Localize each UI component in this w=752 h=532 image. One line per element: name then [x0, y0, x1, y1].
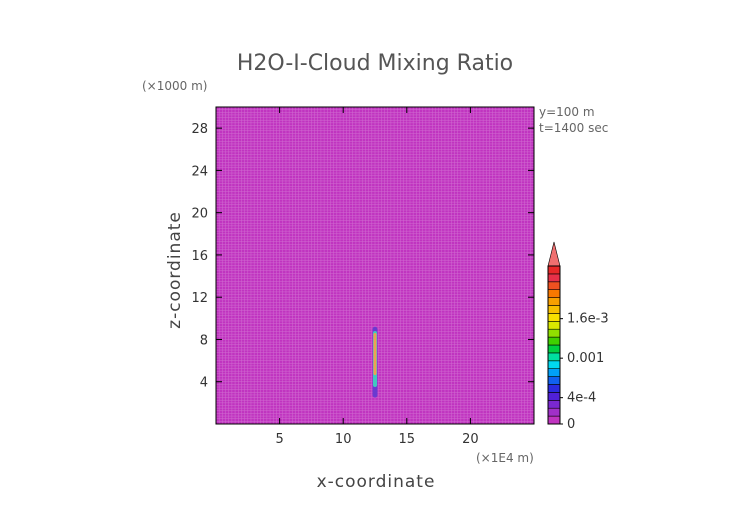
colorbar-extend-arrow	[547, 241, 561, 267]
y-tick-label: 20	[191, 207, 208, 222]
y-tick-label: 16	[191, 249, 208, 264]
plot-frame	[215, 106, 535, 425]
y-tick-label: 12	[191, 291, 208, 306]
colorbar-segment	[547, 297, 561, 306]
colorbar-segment	[547, 336, 561, 346]
colorbar-label: 0	[567, 417, 575, 432]
y-axis-ticks: 4 8 12 16 20 24 28	[191, 122, 534, 391]
chart-title: H2O-I-Cloud Mixing Ratio	[237, 51, 513, 76]
y-tick-label: 28	[191, 122, 208, 137]
colorbar-label: 1.6e-3	[567, 312, 609, 327]
annotation-y: y=100 m	[539, 105, 595, 119]
colorbar-segment	[547, 273, 561, 283]
x-axis-ticks: 5 10 15 20	[275, 107, 479, 447]
x-tick-label: 15	[399, 432, 416, 447]
colorbar-segment	[547, 289, 561, 298]
y-tick-label: 8	[200, 333, 208, 348]
colorbar-segment	[547, 313, 561, 322]
colorbar-segment	[547, 305, 561, 314]
x-tick-label: 20	[462, 432, 479, 447]
plot-area	[215, 106, 535, 425]
x-tick-label: 5	[275, 432, 283, 447]
y-axis-title: z-coordinate	[165, 211, 185, 329]
colorbar: 0 4e-4 0.001 1.6e-3	[547, 241, 609, 432]
colorbar-segment	[547, 320, 561, 330]
y-unit-label: (×1000 m)	[142, 79, 207, 93]
colorbar-segment	[547, 352, 561, 362]
cloud-column-core	[373, 333, 377, 376]
x-tick-label: 10	[335, 432, 352, 447]
colorbar-segment	[547, 360, 561, 369]
colorbar-segment	[547, 407, 561, 417]
colorbar-frame	[547, 265, 561, 425]
colorbar-segment	[547, 368, 561, 377]
colorbar-segment	[547, 265, 561, 275]
colorbar-label: 0.001	[567, 351, 604, 366]
colorbar-segment	[547, 415, 561, 425]
x-axis-title: x-coordinate	[317, 472, 436, 492]
y-tick-label: 24	[191, 164, 208, 179]
colorbar-segment	[547, 328, 561, 338]
y-tick-label: 4	[200, 376, 208, 391]
colorbar-label: 4e-4	[567, 391, 596, 406]
colorbar-segment	[547, 376, 561, 385]
colorbar-segment	[547, 399, 561, 409]
colorbar-segment	[547, 344, 561, 354]
colorbar-segment	[547, 392, 561, 401]
colorbar-segment	[547, 281, 561, 290]
x-unit-label: (×1E4 m)	[476, 451, 534, 465]
colorbar-segment	[547, 384, 561, 393]
annotation-t: t=1400 sec	[539, 121, 608, 135]
